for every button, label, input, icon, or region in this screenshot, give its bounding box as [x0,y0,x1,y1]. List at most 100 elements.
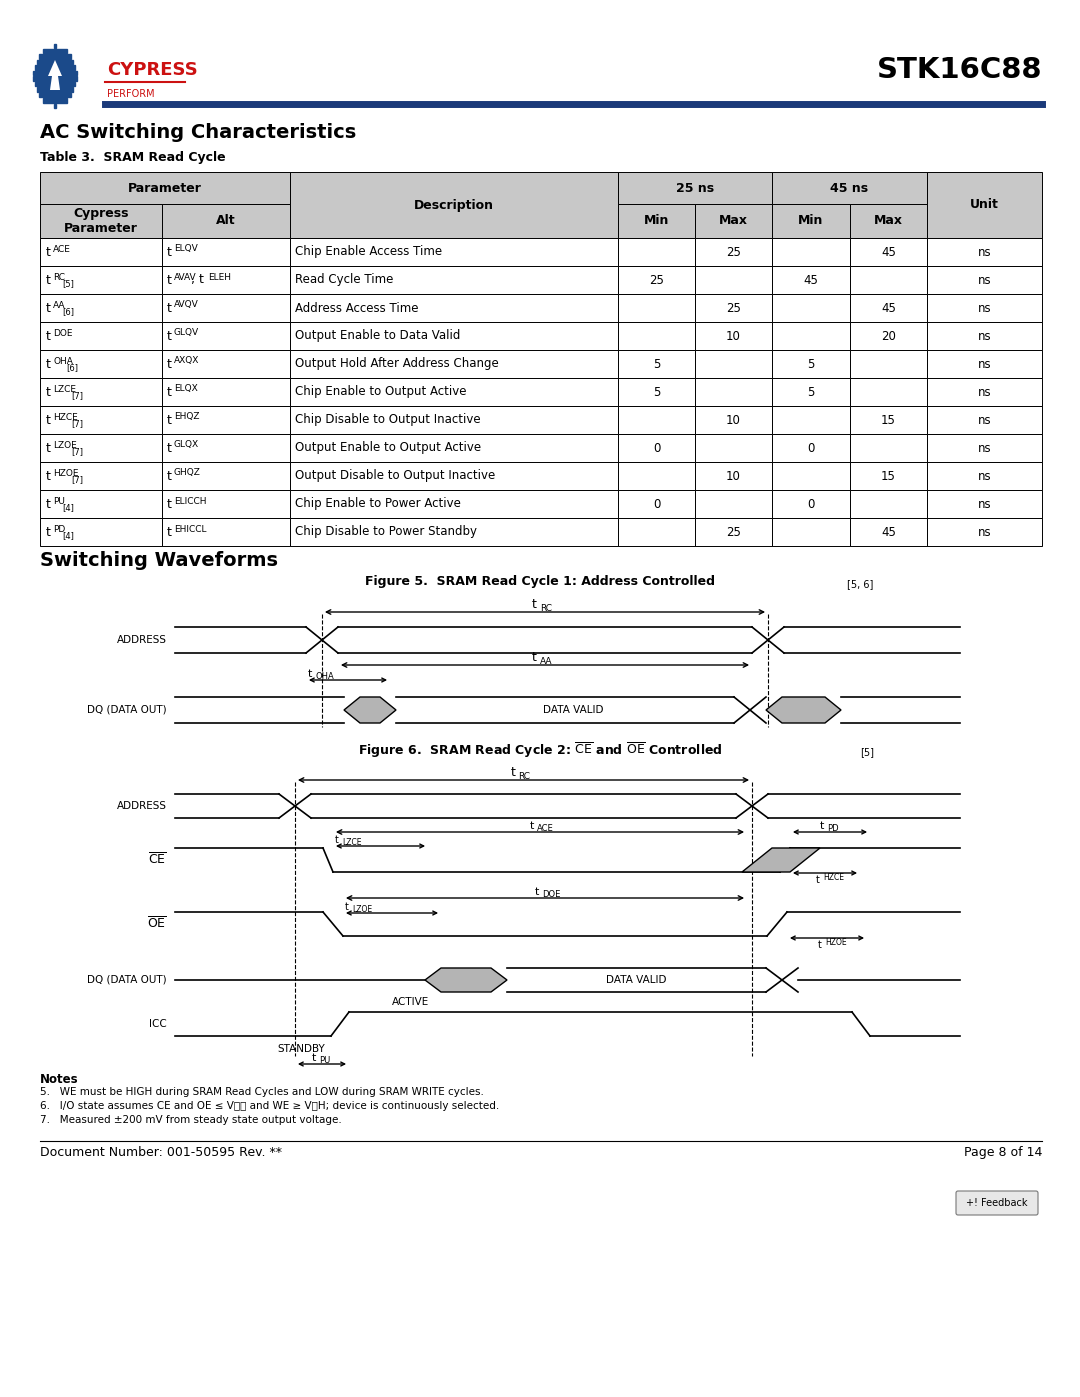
Text: DOE: DOE [53,328,72,338]
Text: [6]: [6] [67,363,79,373]
Text: CYPRESS: CYPRESS [107,61,198,80]
Bar [162,321,291,351]
Text: LZOE: LZOE [352,905,373,914]
Text: [5, 6]: [5, 6] [847,578,874,590]
Bar [32,71,78,75]
Text: AA: AA [540,657,553,666]
Bar [40,407,162,434]
Text: ELICCH: ELICCH [174,496,206,506]
Bar [32,77,78,81]
Bar [696,204,772,237]
Bar [291,172,618,237]
Text: 10: 10 [726,330,741,342]
Bar [35,66,76,70]
Bar [162,204,291,237]
Text: HZCE: HZCE [53,412,78,422]
Bar [696,434,772,462]
Bar [618,407,696,434]
Bar [927,490,1042,518]
Text: GLQX: GLQX [174,440,199,450]
Text: Chip Enable Access Time: Chip Enable Access Time [295,246,442,258]
Text: Chip Enable to Output Active: Chip Enable to Output Active [295,386,467,398]
Text: 15: 15 [881,414,896,426]
Text: t: t [535,887,539,897]
Bar [39,54,71,59]
Text: 10: 10 [726,469,741,482]
Bar [772,434,850,462]
Text: ELQX: ELQX [174,384,198,394]
Bar [850,237,927,265]
Bar [291,490,618,518]
Text: LZCE: LZCE [53,384,76,394]
Text: ADDRESS: ADDRESS [117,636,167,645]
Text: t: t [312,1053,316,1063]
Text: [7]: [7] [71,475,83,485]
Bar [772,351,850,379]
Text: ns: ns [977,414,991,426]
Polygon shape [766,697,841,724]
Text: [7]: [7] [71,419,83,429]
Bar [40,518,162,546]
Text: t: t [308,669,312,679]
Text: Max: Max [719,215,748,228]
Bar [291,321,618,351]
Text: t: t [46,302,51,314]
Bar [618,265,696,293]
Text: 45: 45 [881,525,896,538]
Text: t: t [167,274,172,286]
Text: DQ (DATA OUT): DQ (DATA OUT) [87,975,167,985]
Text: Output Disable to Output Inactive: Output Disable to Output Inactive [295,469,496,482]
Bar [40,379,162,407]
Text: ACE: ACE [53,244,71,253]
Text: 5.   WE must be HIGH during SRAM Read Cycles and LOW during SRAM WRITE cycles.: 5. WE must be HIGH during SRAM Read Cycl… [40,1087,484,1097]
Text: , t: , t [191,274,204,286]
Bar [291,434,618,462]
Bar [696,293,772,321]
Text: Chip Disable to Output Inactive: Chip Disable to Output Inactive [295,414,481,426]
Bar [772,172,927,204]
Text: PU: PU [319,1056,330,1065]
Text: ns: ns [977,246,991,258]
Text: Read Cycle Time: Read Cycle Time [295,274,393,286]
Text: Min: Min [798,215,824,228]
Bar [927,237,1042,265]
Text: [6]: [6] [62,307,75,317]
Text: 15: 15 [881,469,896,482]
Text: 5: 5 [652,358,660,370]
Text: ns: ns [977,330,991,342]
Bar [618,379,696,407]
Text: ns: ns [977,302,991,314]
Text: t: t [46,274,51,286]
Text: Output Enable to Data Valid: Output Enable to Data Valid [295,330,460,342]
Text: 20: 20 [881,330,896,342]
Text: AVAV: AVAV [174,272,197,282]
Text: t: t [46,441,51,454]
Text: HZCE: HZCE [823,873,843,882]
Bar [39,92,71,96]
Text: t: t [167,497,172,510]
Text: 45: 45 [881,246,896,258]
Bar [927,379,1042,407]
Bar [40,265,162,293]
Text: 0: 0 [808,441,814,454]
Text: RC: RC [53,272,65,282]
Text: [5]: [5] [62,279,73,289]
Bar [927,434,1042,462]
Text: ns: ns [977,441,991,454]
Text: t: t [816,875,820,886]
Bar [54,103,56,108]
Text: DOE: DOE [542,890,561,900]
Bar [54,43,56,47]
Text: Max: Max [874,215,903,228]
Polygon shape [48,60,62,89]
Bar [850,407,927,434]
Bar [850,379,927,407]
Bar [850,434,927,462]
Bar [850,490,927,518]
Text: Document Number: 001-50595 Rev. **: Document Number: 001-50595 Rev. ** [40,1146,282,1160]
Bar [696,462,772,490]
Text: Unit: Unit [970,198,999,211]
Bar [618,237,696,265]
Bar [927,265,1042,293]
Polygon shape [426,968,507,992]
